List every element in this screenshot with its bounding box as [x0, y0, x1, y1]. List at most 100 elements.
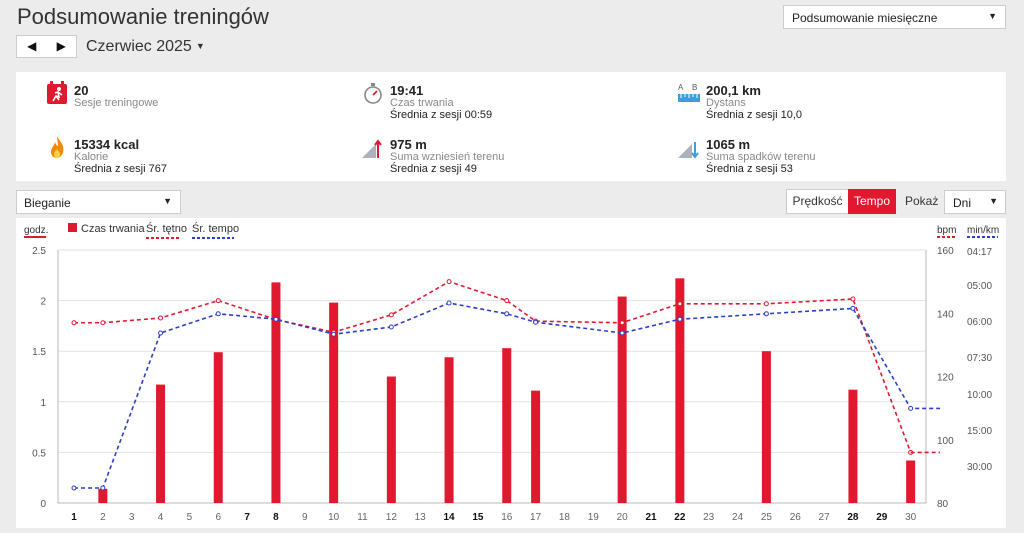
summary-period-value: Podsumowanie miesięczne	[792, 11, 938, 25]
heart-rate-point	[158, 315, 164, 321]
ascent-icon	[362, 139, 382, 158]
y-tick-label: 0	[40, 499, 46, 510]
duration-bar	[386, 376, 396, 503]
duration-bar	[675, 278, 685, 503]
granularity-value: Dni	[953, 196, 972, 210]
tempo-point	[273, 316, 279, 322]
x-tick-label: 8	[273, 512, 279, 523]
month-selector[interactable]: Czerwiec 2025 ▼	[86, 38, 205, 56]
sport-select-value: Bieganie	[24, 196, 71, 210]
heart-rate-point	[446, 279, 452, 285]
flame-icon	[51, 136, 64, 158]
summary-period-select[interactable]: Podsumowanie miesięczne ▼	[783, 5, 1006, 29]
x-tick-label: 1	[71, 512, 77, 523]
legend-heart-rate: Śr. tętno	[146, 222, 187, 235]
heart-rate-point	[100, 320, 106, 326]
tempo-line	[74, 302, 940, 489]
x-tick-label: 28	[847, 512, 859, 523]
show-label: Pokaż	[905, 194, 939, 208]
tempo-tick-label: 30:00	[967, 462, 992, 473]
tempo-point	[331, 331, 337, 337]
duration-bar	[444, 357, 454, 503]
month-label: Czerwiec 2025	[86, 38, 192, 55]
tempo-point	[446, 300, 452, 306]
left-axis-unit: godz.	[24, 225, 48, 236]
running-calendar-icon	[47, 81, 67, 104]
duration-bar	[271, 282, 281, 503]
stat-label: Suma spadków terenu	[706, 151, 816, 163]
svg-text:A: A	[678, 83, 684, 92]
x-tick-label: 16	[501, 512, 513, 523]
month-navigation: ◀ ▶	[16, 35, 77, 58]
x-tick-label: 7	[244, 512, 250, 523]
heart-rate-line	[74, 280, 912, 453]
tempo-toggle-button[interactable]: Tempo	[848, 189, 896, 214]
stat-duration: 19:41 Czas trwania Średnia z sesji 00:59	[362, 76, 642, 126]
duration-bar	[213, 352, 223, 503]
stat-label: Kalorie	[74, 151, 109, 163]
duration-bar	[531, 390, 541, 503]
chevron-down-icon: ▼	[989, 196, 998, 206]
stat-average: Średnia z sesji 49	[390, 163, 477, 175]
heart-rate-point	[504, 298, 510, 304]
x-tick-label: 26	[790, 512, 802, 523]
tempo-point	[763, 311, 769, 317]
tempo-point	[215, 311, 221, 317]
svg-text:B: B	[692, 83, 697, 92]
y-tick-label: 1.5	[32, 347, 46, 358]
tempo-point	[100, 485, 106, 491]
sport-select[interactable]: Bieganie ▼	[16, 190, 181, 214]
page-title: Podsumowanie treningów	[17, 4, 269, 29]
x-tick-label: 29	[876, 512, 888, 523]
speed-toggle-button[interactable]: Prędkość	[786, 189, 848, 214]
next-month-button[interactable]: ▶	[56, 39, 66, 53]
heart-rate-point	[763, 301, 769, 307]
stat-average: Średnia z sesji 53	[706, 163, 793, 175]
granularity-select[interactable]: Dni ▼	[944, 190, 1006, 214]
tempo-point	[850, 305, 856, 311]
stat-label: Suma wzniesień terenu	[390, 151, 505, 163]
duration-bar	[329, 302, 339, 503]
tempo-axis-unit: min/km	[967, 225, 999, 236]
tempo-point	[677, 316, 683, 322]
hr-tick-label: 120	[937, 373, 954, 384]
stat-value: 19:41	[390, 83, 424, 98]
tempo-point	[158, 330, 164, 336]
x-tick-label: 9	[302, 512, 308, 523]
stats-panel: 20 Sesje treningowe 19:41 Czas trwania Ś…	[16, 72, 1006, 181]
chevron-down-icon: ▼	[163, 196, 172, 206]
x-tick-label: 13	[415, 512, 427, 523]
tempo-point	[908, 405, 914, 411]
x-tick-label: 6	[215, 512, 221, 523]
stat-label: Dystans	[706, 97, 746, 109]
duration-bar	[156, 384, 166, 503]
stat-value: 1065 m	[706, 137, 751, 152]
stat-average: Średnia z sesji 767	[74, 163, 167, 175]
stat-sessions: 20 Sesje treningowe	[46, 76, 326, 126]
duration-bar	[848, 389, 858, 503]
stat-value: 20	[74, 83, 89, 98]
x-tick-label: 17	[530, 512, 542, 523]
tempo-tick-label: 04:17	[967, 247, 992, 258]
stat-calories: 15334 kcal Kalorie Średnia z sesji 767	[46, 130, 326, 180]
chevron-down-icon: ▼	[988, 11, 997, 21]
duration-bar	[761, 351, 771, 503]
x-tick-label: 10	[328, 512, 340, 523]
x-tick-label: 4	[158, 512, 164, 523]
heart-rate-point	[850, 296, 856, 302]
x-tick-label: 24	[732, 512, 744, 523]
tempo-tick-label: 06:00	[967, 317, 992, 328]
x-tick-label: 22	[674, 512, 686, 523]
stat-value: 15334 kcal	[74, 137, 140, 152]
tempo-point	[388, 324, 394, 330]
x-tick-label: 30	[905, 512, 917, 523]
stat-descent: 1065 m Suma spadków terenu Średnia z ses…	[678, 130, 958, 180]
x-tick-label: 2	[100, 512, 106, 523]
x-tick-label: 15	[472, 512, 484, 523]
x-tick-label: 20	[617, 512, 629, 523]
heart-rate-point	[388, 312, 394, 318]
prev-month-button[interactable]: ◀	[27, 39, 37, 53]
legend-duration: Czas trwania	[81, 223, 145, 235]
